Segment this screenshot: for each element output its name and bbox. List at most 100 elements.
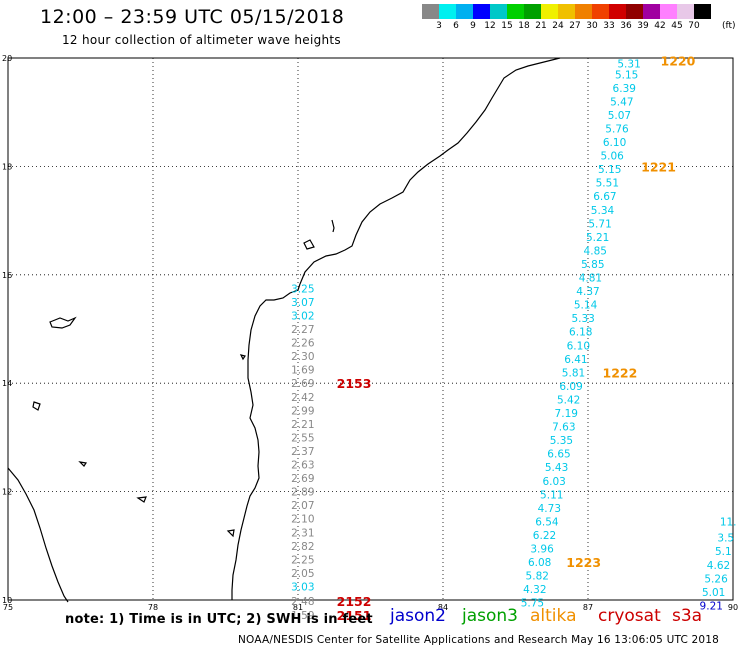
scale-swatch [592,4,609,19]
scale-swatch [677,4,694,19]
india-north-east-coast [299,57,561,285]
scale-tick-label: 70 [688,21,700,31]
scale-swatch [439,4,456,19]
lat-tick-label: 10 [2,596,12,605]
wave-height-value: 5.82 [526,571,549,583]
legend-item-jason2: jason2 [390,606,446,626]
island-small [331,219,335,233]
wave-height-value: 2.25 [291,554,314,566]
wave-height-value: 5.06 [600,151,624,163]
wave-height-value: 5.76 [605,123,629,135]
wave-height-value: 9.21 [700,600,723,612]
wave-height-value: 2.48 [291,596,314,608]
wave-height-value: 2.99 [291,405,314,417]
wave-height-value: 2.10 [291,514,314,526]
lon-tick-label: 78 [148,603,158,612]
wave-height-value: 5.71 [588,218,611,230]
small-feature-3 [136,496,147,503]
wave-height-value: 5.42 [557,394,580,406]
wave-height-value: 2.07 [291,500,314,512]
wave-height-value: 6.18 [569,327,592,339]
sri-lanka-west [7,467,69,603]
wave-height-value: 2.30 [291,351,314,363]
scale-swatch [490,4,507,19]
wave-height-value: 4.37 [576,286,599,298]
wave-height-value: 4.62 [707,560,730,572]
scale-swatch [541,4,558,19]
pass-time-label: 2151 [337,608,372,623]
wave-height-value: 5.34 [591,205,615,217]
wave-height-value: 6.10 [567,340,590,352]
wave-height-value: 3.5 [717,533,734,545]
lat-tick-label: 20 [2,54,12,63]
wave-height-value: 2.89 [291,487,314,499]
altimeter-tracks: 5.315.156.395.475.075.766.105.065.155.51… [291,54,736,623]
scale-tick-label: 36 [620,21,632,31]
wave-height-value: 6.41 [564,354,587,366]
scale-swatch [473,4,490,19]
wave-height-value: 5.31 [617,58,640,70]
small-feature-5 [226,529,235,538]
wave-height-value: 1.59 [291,610,314,622]
scale-tick-label: 24 [552,21,564,31]
wave-height-value: 2.05 [291,568,314,580]
pass-time-label: 1223 [566,555,601,570]
wave-height-value: 4.32 [523,584,546,596]
scale-swatch [456,4,473,19]
wave-height-value: 2.42 [291,392,314,404]
pass-time-label: 1222 [603,365,638,380]
lon-tick-label: 75 [3,603,13,612]
wave-height-value: 2.37 [291,446,314,458]
wave-height-value: 2.27 [291,324,314,336]
wave-height-value: 5.15 [615,69,638,81]
scale-swatch [609,4,626,19]
wave-height-value: 6.65 [547,449,570,461]
scale-tick-label: 27 [569,21,581,31]
wave-height-value: 5.43 [545,462,568,474]
scale-tick-label: 33 [603,21,615,31]
scale-swatch [694,4,711,19]
wave-height-value: 5.21 [586,232,609,244]
scale-tick-label: 15 [501,21,513,31]
wave-height-value: 5.15 [598,164,621,176]
wave-height-value: 2.21 [291,419,314,431]
scale-swatch [558,4,575,19]
scale-swatch [422,4,439,19]
wave-height-value: 5.33 [571,313,594,325]
wave-height-value: 5.1 [715,546,732,558]
wave-height-value: 3.25 [291,283,314,295]
wave-height-value: 5.85 [581,259,604,271]
pass-time-label: 2152 [337,594,372,609]
page-subtitle: 12 hour collection of altimeter wave hei… [62,33,341,47]
wave-height-value: 6.54 [535,516,559,528]
wave-height-value: 2.82 [291,541,314,553]
scale-swatch [643,4,660,19]
scale-tick-label: 18 [518,21,530,31]
wave-height-value: 2.26 [291,338,315,350]
lat-tick-label: 16 [2,271,12,280]
small-feature-2 [78,461,88,467]
wave-height-value: 6.03 [542,476,565,488]
scale-tick-label: 9 [470,21,476,31]
wave-height-value: 5.11 [540,489,563,501]
scale-tick-label: 39 [637,21,649,31]
lat-tick-label: 12 [2,488,12,497]
scale-unit-label: (ft) [722,21,736,31]
scale-swatch [575,4,592,19]
wave-height-value: 6.67 [593,191,616,203]
page-title: 12:00 – 23:59 UTC 05/15/2018 [40,6,345,28]
wave-height-value: 3.96 [530,544,554,556]
wave-height-value: 5.47 [610,96,633,108]
credit-line: NOAA/NESDIS Center for Satellite Applica… [238,634,720,646]
scale-tick-label: 21 [535,21,547,31]
wave-height-value: 6.22 [533,530,556,542]
wave-height-value: 3.03 [291,581,314,593]
pass-time-label: 2153 [337,376,372,391]
map-grid: 10 12 14 16 18 20 75 78 81 84 87 90 [2,54,738,612]
legend-item-altika: altika [530,606,577,626]
wave-height-value: 4.85 [584,245,607,257]
wave-height-value: 5.81 [562,367,585,379]
legend-item-jason3: jason3 [462,606,518,626]
map-frame [7,57,734,601]
